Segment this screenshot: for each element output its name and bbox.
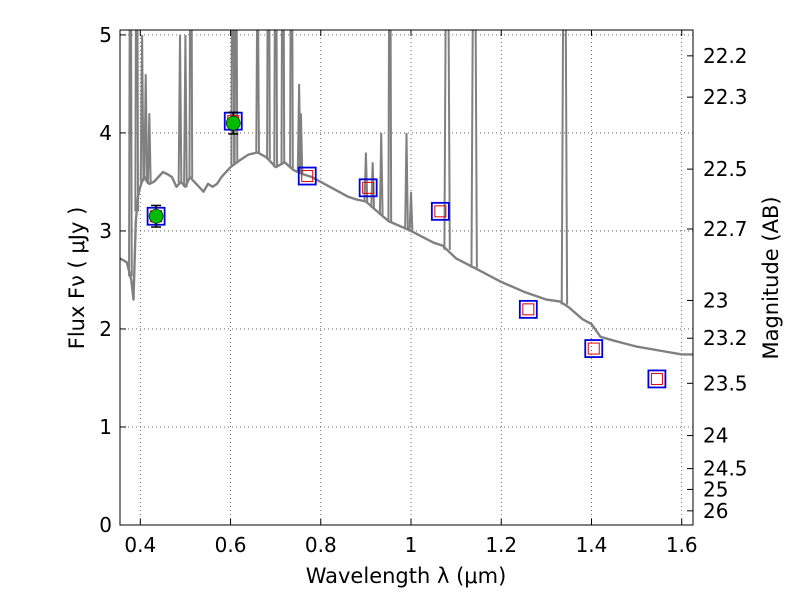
model-flux-marker <box>587 342 600 355</box>
emission-line <box>404 132 409 229</box>
model-flux-marker <box>301 170 314 183</box>
grid <box>120 30 693 526</box>
model-flux-marker <box>434 205 447 218</box>
model-flux-marker <box>650 372 663 385</box>
y-tick-label: 5 <box>99 23 112 47</box>
y2-tick-label: 22.2 <box>703 44 748 68</box>
emission-line <box>146 113 152 184</box>
emission-line <box>183 34 188 187</box>
emission-line <box>443 30 451 250</box>
marker-layer <box>146 111 667 389</box>
x-axis-title: Wavelength λ (μm) <box>306 564 507 588</box>
emission-line <box>363 152 369 202</box>
x-tick-label: 0.6 <box>215 533 247 557</box>
x-tick-label: 0.4 <box>124 533 156 557</box>
emission-line <box>128 30 133 277</box>
y2-tick-label: 22.7 <box>703 217 748 241</box>
y2-tick-label: 26 <box>703 499 728 523</box>
y2-tick-label: 23 <box>703 288 728 312</box>
tick-layer: 0.4 0.6 0.8 1 1.2 1.4 1.601234522.222.322.522.… <box>99 23 747 557</box>
plot-frame <box>119 29 694 526</box>
emission-line <box>378 132 384 215</box>
observed-flux-point <box>148 208 164 224</box>
emission-line <box>560 30 569 305</box>
emission-line <box>273 30 279 168</box>
emission-line <box>134 30 140 212</box>
y-tick-label: 4 <box>99 121 112 145</box>
y2-axis-title: Magnitude (AB) <box>759 196 783 359</box>
model-flux-box <box>430 201 450 221</box>
y-tick-label: 3 <box>99 219 112 243</box>
model-flux-box <box>297 166 317 186</box>
x-tick-label: 1.2 <box>485 533 517 557</box>
emission-line <box>139 34 145 182</box>
observed-flux-point <box>225 115 241 131</box>
y-tick-label: 0 <box>99 513 112 537</box>
emission-line <box>143 74 149 180</box>
y2-tick-label: 23.2 <box>703 326 748 350</box>
y-tick-label: 1 <box>99 415 112 439</box>
spectrum-layer <box>120 30 693 356</box>
emission-line <box>387 30 393 222</box>
x-tick-label: 1.4 <box>576 533 608 557</box>
model-flux-box <box>518 299 538 319</box>
model-flux-box <box>647 369 667 389</box>
y2-tick-label: 22.5 <box>703 157 748 181</box>
model-flux-box <box>584 339 604 358</box>
y-axis-title: Flux Fν ( μJy ) <box>65 207 89 350</box>
y2-tick-label: 23.5 <box>703 371 748 395</box>
y2-tick-label: 25 <box>703 477 728 501</box>
y2-tick-label: 22.3 <box>703 85 748 109</box>
x-tick-label: 0.8 <box>305 533 337 557</box>
emission-line <box>408 191 414 231</box>
x-tick-label: 1.6 <box>666 533 698 557</box>
model-flux-marker <box>362 181 375 194</box>
emission-line <box>298 113 304 174</box>
emission-line <box>289 30 294 169</box>
x-tick-label: 1 <box>405 533 418 557</box>
y2-tick-label: 24.5 <box>703 457 748 481</box>
emission-line <box>177 34 183 183</box>
emission-line <box>233 30 239 164</box>
model-flux-box <box>358 178 378 198</box>
emission-line <box>280 30 286 164</box>
emission-line <box>255 30 260 153</box>
model-flux-marker <box>522 303 535 316</box>
emission-line <box>470 30 478 268</box>
emission-line <box>266 30 271 160</box>
y-tick-label: 2 <box>99 317 112 341</box>
emission-line <box>188 30 194 179</box>
y2-tick-label: 24 <box>703 424 728 448</box>
